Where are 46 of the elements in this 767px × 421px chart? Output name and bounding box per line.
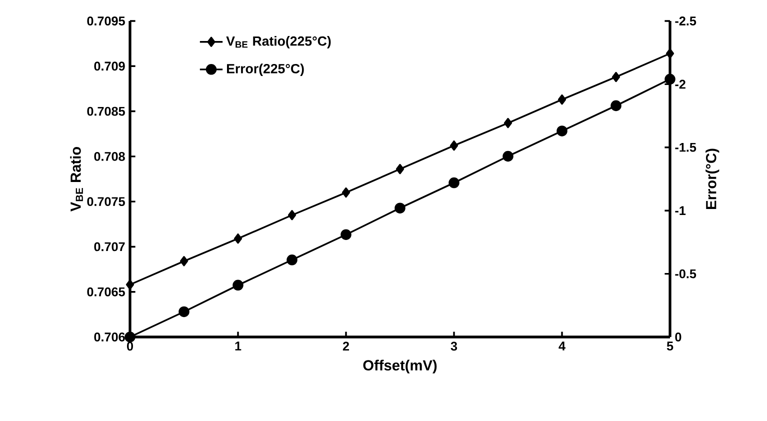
y2-tick-label: 0 <box>675 332 682 342</box>
point <box>666 48 674 59</box>
y-tick-label: 0.7095 <box>87 16 125 26</box>
point <box>504 118 512 128</box>
x-tick-label: 5 <box>666 342 674 350</box>
point <box>396 164 404 174</box>
point <box>448 177 460 188</box>
point <box>234 233 242 244</box>
y-tick-label: 0.7065 <box>87 287 125 296</box>
x-tick-label: 3 <box>450 342 458 351</box>
y-axis-title: V$_{BE}$ Ratio <box>70 146 83 212</box>
point <box>180 256 188 266</box>
x-tick-label: 0 <box>126 342 133 351</box>
y2-tick-label: -1.5 <box>675 142 696 152</box>
point <box>612 72 620 82</box>
y-tick-label: 0.707 <box>94 242 125 252</box>
x-tick-label: 4 <box>558 342 566 350</box>
point <box>556 126 568 136</box>
point <box>342 187 350 198</box>
y2-tick-label: -0.5 <box>675 269 696 278</box>
point <box>502 150 514 162</box>
y2-tick-label: -2 <box>675 80 686 89</box>
point <box>340 229 352 240</box>
point <box>558 94 566 105</box>
y-tick-label: 0.7075 <box>87 197 125 206</box>
point <box>450 140 458 151</box>
point <box>610 100 622 112</box>
y-tick-label: 0.708 <box>94 152 125 161</box>
x-tick-label: 1 <box>235 342 242 350</box>
point <box>232 280 244 291</box>
y-tick-label: 0.706 <box>94 332 125 342</box>
point <box>126 280 134 290</box>
legend-label: Error(225°C) <box>227 64 304 76</box>
x-axis-title: Offset(mV) <box>363 360 437 374</box>
y-tick-label: 0.709 <box>94 62 125 71</box>
y-tick-label: 0.7085 <box>87 106 125 116</box>
point <box>288 210 296 220</box>
y2-axis-title: Error(°C) <box>706 148 720 209</box>
y2-tick-label: -1 <box>675 206 686 215</box>
legend-label: V$_{BE}$ Ratio(225°C) <box>226 36 331 48</box>
point <box>178 306 190 318</box>
x-tick-label: 2 <box>342 342 350 351</box>
y2-tick-label: -2.5 <box>675 16 696 26</box>
point <box>286 254 298 266</box>
point <box>664 74 676 85</box>
point <box>394 202 406 214</box>
